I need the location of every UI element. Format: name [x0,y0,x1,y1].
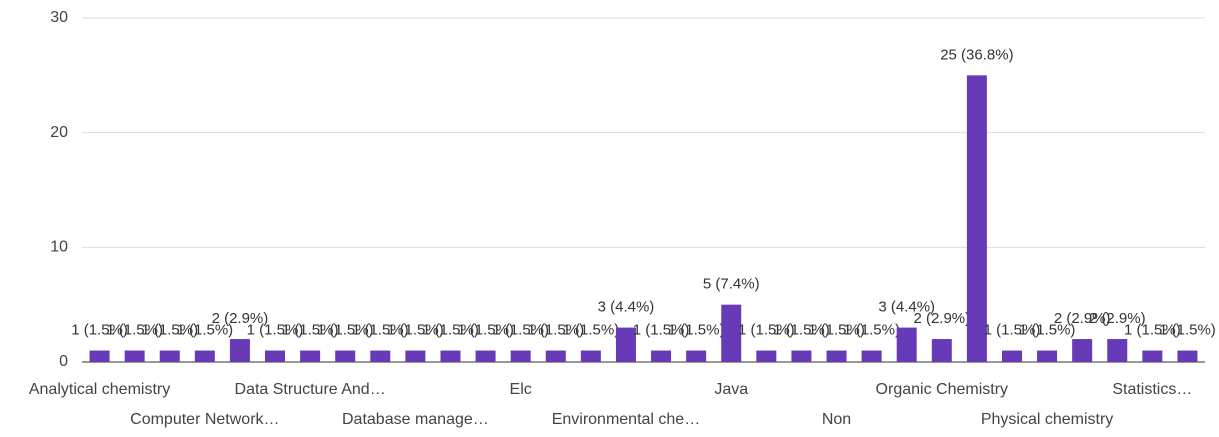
value-label: 1 (1.5%) [808,322,865,339]
value-label: 3 (4.4%) [878,299,935,316]
bar [756,350,777,362]
bar [440,350,461,362]
x-tick-label: Java [714,381,748,398]
bar [265,350,286,362]
x-tick-label: Physical chemistry [981,411,1113,428]
value-label: 1 (1.5%) [1159,322,1216,339]
value-label: 1 (1.5%) [247,322,304,339]
bar [229,339,250,362]
value-label: 1 (1.5%) [387,322,444,339]
value-label: 3 (4.4%) [598,299,655,316]
value-label: 1 (1.5%) [422,322,479,339]
value-label: 1 (1.5%) [457,322,514,339]
value-label: 1 (1.5%) [352,322,409,339]
bar [370,350,391,362]
value-label: 1 (1.5%) [668,322,725,339]
bar [510,350,531,362]
value-label: 1 (1.5%) [1019,322,1076,339]
bar [791,350,812,362]
bar [335,350,356,362]
value-label: 1 (1.5%) [71,322,128,339]
x-tick-label: Computer Network… [130,411,279,428]
bar [615,327,636,362]
x-tick-label: Analytical chemistry [29,381,170,398]
value-label: 2 (2.9%) [1089,310,1146,327]
bar [1142,350,1163,362]
y-tick-label: 0 [59,353,68,370]
value-label: 1 (1.5%) [106,322,163,339]
bar [1037,350,1058,362]
bar [966,75,987,362]
bar [545,350,566,362]
value-label: 1 (1.5%) [1124,322,1181,339]
value-label: 1 (1.5%) [843,322,900,339]
bar [861,350,882,362]
bar [1072,339,1093,362]
bar [300,350,321,362]
bar [194,350,215,362]
value-label: 1 (1.5%) [527,322,584,339]
bar [1001,350,1022,362]
bar [405,350,426,362]
value-label: 1 (1.5%) [141,322,198,339]
bar [580,350,601,362]
x-tick-label: Statistics… [1112,381,1192,398]
bar [721,304,742,362]
bar [159,350,180,362]
y-tick-label: 10 [50,239,68,256]
bar [1177,350,1198,362]
value-label: 1 (1.5%) [317,322,374,339]
value-label: 1 (1.5%) [282,322,339,339]
x-tick-label: Database manage… [342,411,489,428]
x-tick-label: Data Structure And… [235,381,386,398]
x-tick-label: Environmental che… [552,411,701,428]
value-label: 1 (1.5%) [492,322,549,339]
bar [89,350,110,362]
value-label: 2 (2.9%) [212,310,269,327]
value-label: 1 (1.5%) [738,322,795,339]
value-label: 1 (1.5%) [563,322,620,339]
x-tick-label: Organic Chemistry [876,381,1008,398]
value-label: 1 (1.5%) [773,322,830,339]
bar [931,339,952,362]
bar [124,350,145,362]
value-label: 25 (36.8%) [940,46,1013,63]
y-tick-label: 30 [50,9,68,26]
bar [826,350,847,362]
x-tick-label: Non [822,411,851,428]
x-tick-label: Elc [510,381,532,398]
value-label: 2 (2.9%) [913,310,970,327]
value-label: 2 (2.9%) [1054,310,1111,327]
bar [686,350,707,362]
value-label: 1 (1.5%) [633,322,690,339]
bar [1107,339,1128,362]
value-label: 1 (1.5%) [176,322,233,339]
y-tick-label: 20 [50,124,68,141]
bar [475,350,496,362]
value-label: 1 (1.5%) [984,322,1041,339]
bar [896,327,917,362]
value-label: 5 (7.4%) [703,276,760,293]
bar [651,350,672,362]
